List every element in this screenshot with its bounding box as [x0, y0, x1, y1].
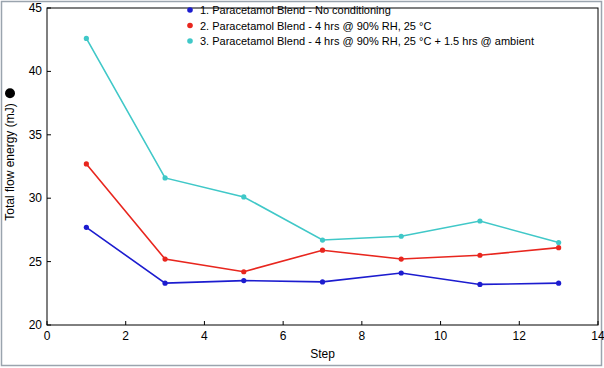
legend-label: 3. Paracetamol Blend - 4 hrs @ 90% RH, 2…	[200, 35, 534, 47]
data-point	[320, 248, 325, 253]
data-point	[241, 269, 246, 274]
data-point	[399, 256, 404, 261]
y-tick-label: 35	[29, 128, 43, 142]
x-tick	[47, 321, 48, 325]
legend-marker	[187, 23, 193, 29]
data-point	[399, 270, 404, 275]
y-tick	[47, 325, 51, 326]
data-point	[162, 281, 167, 286]
data-point	[320, 279, 325, 284]
x-tick-label: 8	[359, 329, 366, 343]
y-tick	[47, 71, 51, 72]
x-tick-label: 14	[591, 329, 604, 343]
x-tick	[361, 321, 362, 325]
x-tick-label: 10	[434, 329, 448, 343]
data-point	[320, 237, 325, 242]
data-point	[477, 218, 482, 223]
y-axis-label: Total flow energy (mJ)	[3, 103, 17, 220]
legend-label: 2. Paracetamol Blend - 4 hrs @ 90% RH, 2…	[200, 20, 431, 32]
data-point	[477, 282, 482, 287]
y-tick	[47, 261, 51, 262]
data-point	[241, 194, 246, 199]
y-tick-label: 30	[29, 191, 43, 205]
y-tick	[47, 8, 51, 9]
series-line	[86, 164, 558, 272]
y-tick-label: 40	[29, 64, 43, 78]
legend-label: 1. Paracetamol Blend - No conditioning	[200, 4, 391, 16]
x-tick-label: 6	[280, 329, 287, 343]
x-tick	[283, 321, 284, 325]
x-axis-label: Step	[310, 347, 335, 361]
data-point	[241, 278, 246, 283]
data-point	[84, 161, 89, 166]
plot-area	[84, 36, 561, 287]
data-point	[556, 245, 561, 250]
y-tick	[47, 134, 51, 135]
outer-frame	[2, 2, 602, 366]
x-tick	[440, 321, 441, 325]
data-point	[477, 253, 482, 258]
data-point	[162, 256, 167, 261]
data-point	[556, 281, 561, 286]
x-tick-label: 2	[122, 329, 129, 343]
y-tick-label: 25	[29, 255, 43, 269]
x-tick-label: 0	[44, 329, 51, 343]
legend-marker	[187, 38, 193, 44]
x-tick-label: 4	[201, 329, 208, 343]
data-point	[556, 240, 561, 245]
data-point	[399, 234, 404, 239]
data-point	[84, 36, 89, 41]
y-tick-label: 20	[29, 318, 43, 332]
y-tick	[47, 198, 51, 199]
x-tick	[125, 321, 126, 325]
x-tick	[204, 321, 205, 325]
data-point	[162, 175, 167, 180]
x-tick-label: 12	[513, 329, 527, 343]
series-line	[86, 38, 558, 242]
x-tick	[519, 321, 520, 325]
x-tick	[598, 321, 599, 325]
series-line	[86, 227, 558, 284]
y-label-symbol	[5, 88, 15, 98]
y-tick-label: 45	[29, 1, 43, 15]
legend-marker	[187, 7, 193, 13]
plot-frame	[47, 8, 598, 325]
data-point	[84, 225, 89, 230]
